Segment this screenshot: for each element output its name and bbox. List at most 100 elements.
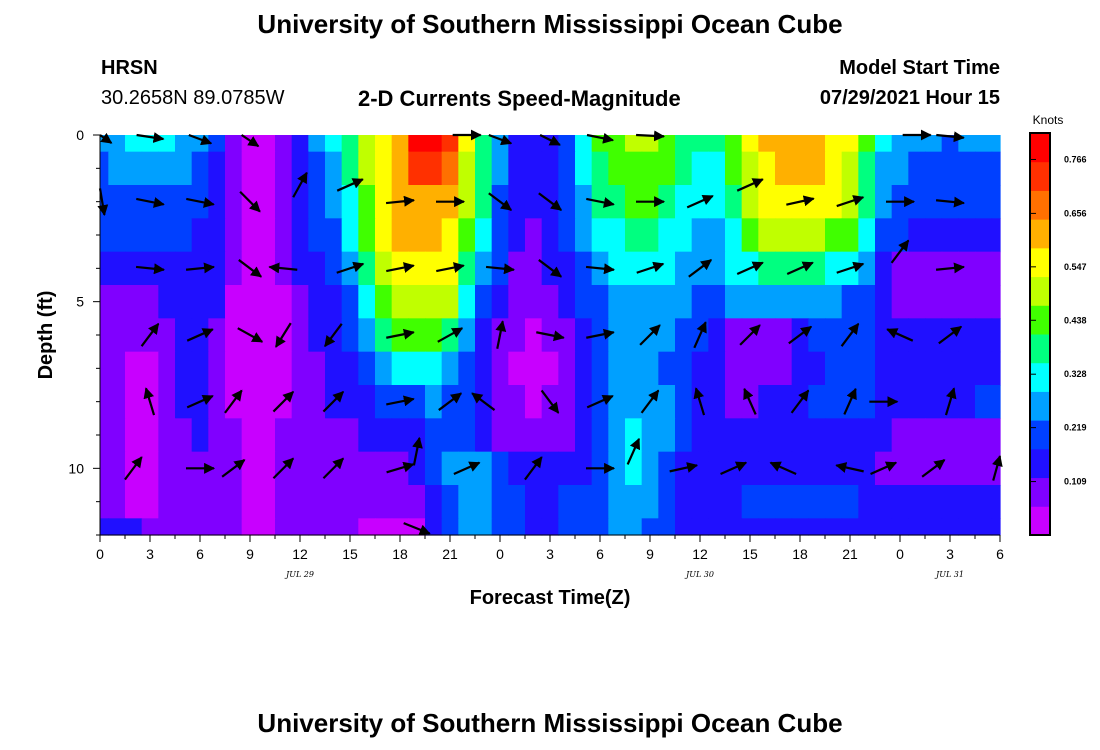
heatmap-cell [775,351,793,386]
heatmap-cell [125,418,143,453]
heatmap-cell [725,318,743,353]
heatmap-cell [691,151,709,186]
heatmap-cell [225,218,243,253]
heatmap-cell [408,151,426,186]
x-tick-label: 6 [196,546,204,562]
y-tick-label: 0 [76,127,84,143]
current-arrow [843,387,857,415]
heatmap-cell [858,151,876,186]
current-arrow [538,259,563,278]
heatmap-cell [608,135,626,153]
heatmap-cell [375,485,393,519]
heatmap-cell [525,135,543,153]
current-arrow [188,133,213,146]
heatmap-cell [225,518,243,536]
heatmap-cell [608,451,626,486]
heatmap-cell [308,485,326,519]
current-arrow [736,178,764,192]
heatmap-cell [241,218,259,253]
heatmap-cell [941,351,959,386]
heatmap-cell [508,285,526,319]
colorbar-swatch [1030,305,1050,335]
heatmap-cell [125,135,143,153]
heatmap-cell [241,485,259,519]
current-arrow [870,461,898,476]
heatmap-cell [358,485,376,519]
current-arrow [186,328,214,342]
heatmap-cell [308,135,326,153]
heatmap-cell [775,418,793,453]
heatmap-cell [100,318,109,353]
heatmap-cell [391,351,409,386]
heatmap-cell [158,485,176,519]
heatmap-cell [641,151,659,186]
heatmap-cell [375,135,393,153]
heatmap-cell [708,418,726,453]
heatmap-cell [208,451,226,486]
heatmap-cell [891,135,909,153]
current-arrow [585,263,616,275]
colorbar-swatch [1030,420,1050,450]
heatmap-cell [808,285,826,319]
heatmap-cell [691,485,709,519]
heatmap-cell [941,285,959,319]
heatmap-cell [841,285,859,319]
heatmap-cell [575,451,593,486]
heatmap-cell [125,518,143,536]
current-arrow [471,392,496,411]
x-tick-label: 21 [442,546,458,562]
heatmap-cell [841,351,859,386]
colorbar-swatch [1030,362,1050,392]
heatmap-cell [625,351,643,386]
heatmap-cell [441,518,459,536]
heatmap-cell [375,451,393,486]
heatmap-cell [708,451,726,486]
heatmap-cell [541,285,559,319]
heatmap-cell [575,485,593,519]
x-axis-title: Forecast Time(Z) [470,587,631,609]
heatmap-cell [858,135,876,153]
heatmap-cell [808,418,826,453]
heatmap-cell [225,318,243,353]
heatmap-cell [591,418,609,453]
heatmap-cell [825,451,843,486]
heatmap-cell [591,151,609,186]
x-tick-label: 9 [246,546,254,562]
heatmap-cell [975,151,993,186]
heatmap-cell [758,351,776,386]
heatmap-cell [741,451,759,486]
heatmap-cell [925,135,943,153]
heatmap-cell [925,151,943,186]
heatmap-cell [825,351,843,386]
heatmap-cell [408,385,426,419]
heatmap-cell [875,285,893,319]
heatmap-cell [541,518,559,536]
heatmap-cell [725,418,743,453]
heatmap-cell [775,318,793,353]
current-arrow [386,461,415,474]
colorbar-swatch [1030,506,1050,536]
heatmap-cell [575,135,593,153]
heatmap-cell [658,135,676,153]
colorbar-tick-label: 0.219 [1064,423,1087,433]
heatmap-cell [258,518,276,536]
heatmap-cell [408,451,426,486]
heatmap-cell [425,351,443,386]
heatmap-cell [425,285,443,319]
heatmap-cell [641,285,659,319]
heatmap-cell [258,185,276,219]
heatmap-cell [291,418,309,453]
current-arrow [322,390,345,413]
heatmap-cell [525,251,543,286]
heatmap-cell [375,285,393,319]
heatmap-cell [341,151,359,186]
heatmap-cell [358,318,376,353]
current-arrow [336,261,365,274]
heatmap-cell [775,251,793,286]
heatmap-cell [908,518,926,536]
heatmap-cell [325,185,343,219]
heatmap-cell [341,185,359,219]
current-arrow [186,197,215,208]
current-arrow [640,389,660,414]
heatmap-cell [941,451,959,486]
